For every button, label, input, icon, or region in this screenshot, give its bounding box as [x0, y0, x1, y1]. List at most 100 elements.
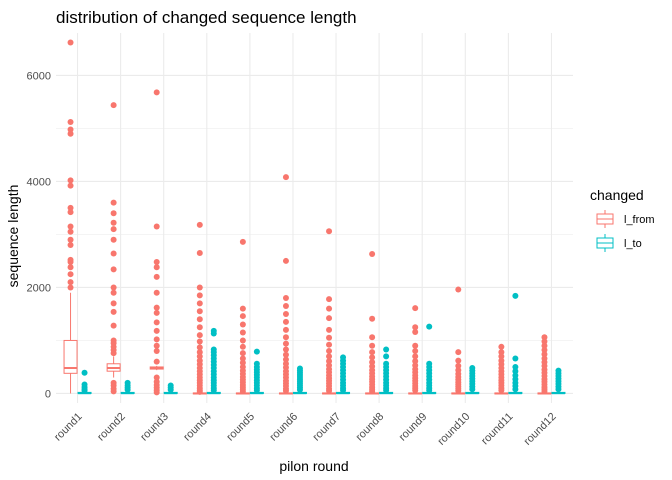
outlier-point — [369, 354, 376, 361]
y-tick-label: 6000 — [27, 70, 51, 82]
outlier-point — [469, 386, 476, 393]
outlier-point — [296, 386, 303, 393]
outlier-point — [541, 334, 548, 341]
outlier-point — [196, 308, 203, 315]
box-l_from-round11 — [494, 343, 509, 395]
outlier-point — [153, 289, 160, 296]
outlier-point — [512, 292, 519, 299]
outlier-point — [426, 323, 433, 330]
outlier-point — [110, 300, 117, 307]
outlier-point — [67, 177, 74, 184]
outlier-point — [67, 130, 74, 137]
outlier-point — [110, 322, 117, 329]
legend-label: l_from — [624, 214, 655, 226]
outlier-point — [210, 387, 217, 394]
outlier-point — [67, 284, 74, 291]
plot-layer — [63, 39, 566, 396]
outlier-point — [67, 204, 74, 211]
outlier-point — [326, 348, 333, 355]
box-l_from-round5 — [235, 238, 250, 395]
outlier-point — [282, 302, 289, 309]
outlier-point — [153, 309, 160, 316]
outlier-point — [412, 387, 419, 394]
outlier-point — [512, 368, 519, 375]
outlier-point — [455, 286, 462, 293]
outlier-point — [81, 387, 88, 394]
outlier-point — [383, 346, 390, 353]
outlier-point — [153, 389, 160, 396]
outlier-point — [541, 388, 548, 395]
outlier-point — [153, 223, 160, 230]
outlier-point — [239, 355, 246, 362]
outlier-point — [326, 387, 333, 394]
outlier-point — [326, 228, 333, 235]
outlier-point — [498, 343, 505, 350]
outlier-point — [326, 305, 333, 312]
outlier-point — [282, 351, 289, 358]
outlier-point — [282, 346, 289, 353]
outlier-point — [383, 353, 390, 360]
box-l_to-round4 — [206, 327, 221, 395]
outlier-point — [153, 264, 160, 271]
outlier-point — [239, 321, 246, 328]
outlier-point — [498, 349, 505, 356]
outlier-point — [239, 343, 246, 350]
box-l_from-round1 — [63, 39, 78, 394]
outlier-point — [455, 362, 462, 369]
outlier-point — [282, 340, 289, 347]
outlier-point — [282, 387, 289, 394]
box-l_to-round1 — [77, 369, 92, 395]
outlier-point — [326, 315, 333, 322]
outlier-point — [196, 353, 203, 360]
outlier-point — [239, 350, 246, 357]
outlier-point — [110, 289, 117, 296]
outlier-point — [239, 238, 246, 245]
outlier-point — [110, 308, 117, 315]
outlier-point — [412, 358, 419, 365]
outlier-point — [67, 271, 74, 278]
legend: changed l_from l_to — [590, 187, 655, 252]
outlier-point — [239, 337, 246, 344]
outlier-point — [81, 369, 88, 376]
outlier-point — [282, 174, 289, 181]
outlier-point — [282, 310, 289, 317]
outlier-point — [412, 328, 419, 335]
outlier-point — [196, 324, 203, 331]
outlier-point — [326, 358, 333, 365]
box-l_from-round4 — [192, 221, 207, 395]
outlier-point — [153, 258, 160, 265]
box-l_to-round5 — [249, 348, 264, 395]
outlier-point — [153, 327, 160, 334]
box-l_from-round6 — [278, 174, 293, 395]
outlier-point — [110, 219, 117, 226]
outlier-point — [153, 358, 160, 365]
box-l_to-round2 — [120, 379, 135, 395]
outlier-point — [369, 342, 376, 349]
outlier-point — [67, 119, 74, 126]
outlier-point — [412, 348, 419, 355]
outlier-point — [67, 236, 74, 243]
outlier-point — [412, 324, 419, 331]
outlier-point — [412, 305, 419, 312]
outlier-point — [153, 319, 160, 326]
outlier-point — [498, 387, 505, 394]
box-l_from-round10 — [451, 286, 466, 395]
outlier-point — [196, 338, 203, 345]
outlier-point — [210, 330, 217, 337]
box-l_to-round7 — [336, 354, 351, 395]
outlier-point — [282, 257, 289, 264]
outlier-point — [239, 388, 246, 395]
outlier-point — [412, 353, 419, 360]
y-tick-label: 2000 — [27, 282, 51, 294]
box-body — [63, 339, 78, 374]
outlier-point — [67, 182, 74, 189]
outlier-point — [67, 264, 74, 271]
outlier-point — [196, 332, 203, 339]
outlier-point — [282, 356, 289, 363]
box-l_to-round9 — [422, 323, 437, 395]
outlier-point — [282, 326, 289, 333]
outlier-point — [67, 223, 74, 230]
outlier-point — [167, 386, 174, 393]
outlier-point — [541, 346, 548, 353]
outlier-point — [369, 359, 376, 366]
